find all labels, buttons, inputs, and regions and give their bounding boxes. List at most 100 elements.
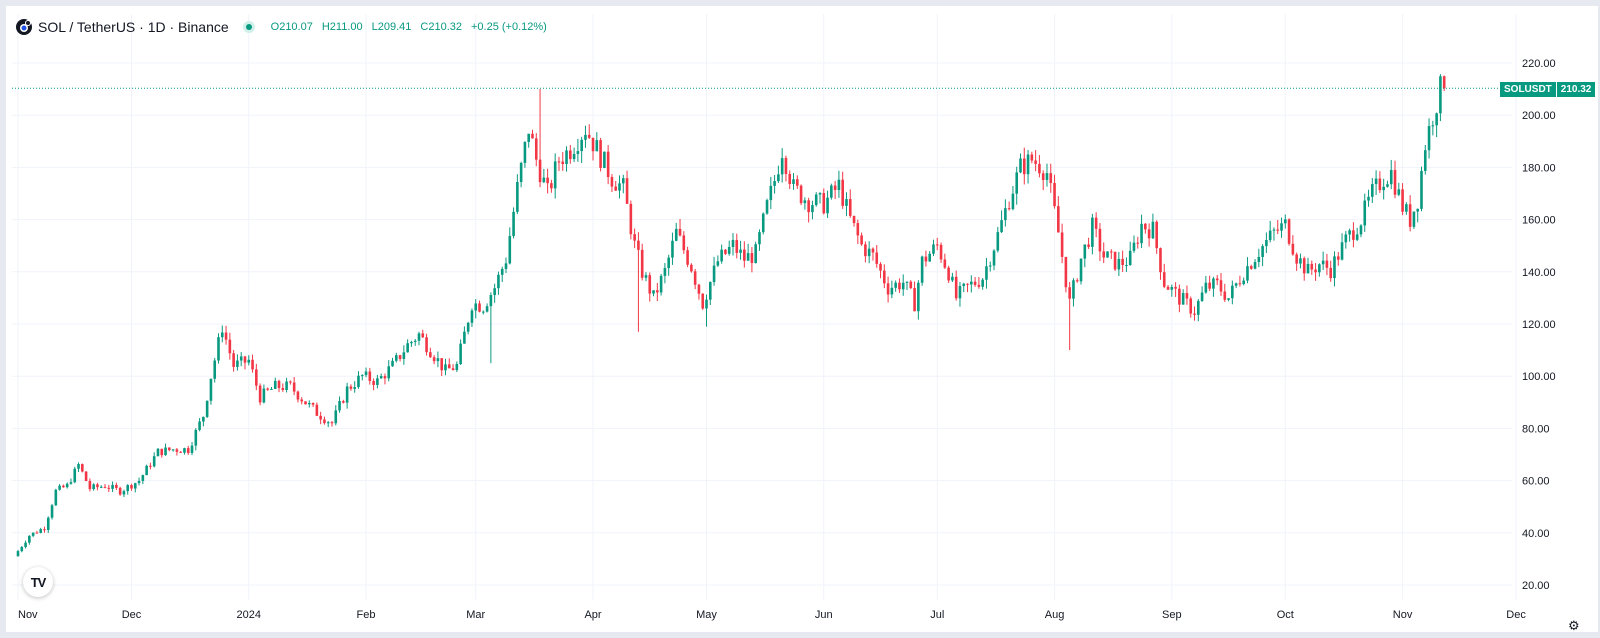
x-tick-label: 2024 [237, 609, 261, 621]
candle-body [50, 505, 54, 518]
candle-body [145, 465, 148, 476]
candle-body [217, 337, 220, 361]
market-status-icon[interactable] [242, 21, 255, 33]
candle-body [1083, 244, 1087, 259]
last-price-label: SOLUSDT 210.32 [1500, 82, 1596, 97]
candle-body [334, 410, 338, 424]
candle-body [58, 485, 61, 490]
candle-body [266, 388, 269, 390]
candle-body [16, 551, 20, 557]
candle-body [326, 422, 330, 424]
candle-body [383, 376, 387, 379]
y-tick-label: 40.00 [1522, 528, 1550, 540]
candle-body [130, 485, 133, 489]
candle-body [769, 185, 773, 201]
candle-body [372, 380, 375, 385]
candle-body [1374, 178, 1378, 185]
candle-body [765, 200, 769, 214]
candle-body [565, 150, 568, 165]
candle-body [992, 250, 996, 266]
candle-body [1295, 254, 1298, 264]
x-tick-label: Oct [1277, 609, 1294, 621]
candle-body [1117, 258, 1121, 270]
candle-body [1159, 248, 1162, 273]
candle-body [470, 310, 474, 323]
candle-body [1007, 208, 1011, 210]
candle-body [1053, 182, 1056, 207]
candle-body [576, 151, 580, 155]
candle-body [1344, 234, 1348, 243]
candle-body [667, 257, 670, 269]
candle-body [39, 529, 42, 533]
candle-body [251, 359, 254, 370]
candle-body [122, 491, 126, 495]
symbol-title[interactable]: SOL / TetherUS · 1D · Binance [38, 19, 229, 35]
candle-body [432, 357, 436, 362]
candle-body [656, 290, 659, 293]
candle-body [792, 179, 795, 185]
candle-body [803, 200, 807, 204]
candle-body [1336, 256, 1340, 260]
candle-body [1034, 160, 1037, 164]
candle-body [1321, 260, 1325, 265]
candle-body [311, 402, 315, 405]
candle-body [580, 139, 583, 152]
candle-body [360, 375, 364, 377]
candle-body [818, 193, 822, 195]
candle-body [1189, 298, 1193, 314]
candle-body [1212, 278, 1215, 289]
candle-body [1026, 154, 1030, 175]
candle-body [773, 181, 776, 186]
candle-body [417, 333, 421, 341]
candle-body [962, 283, 966, 287]
candle-body [1140, 223, 1143, 244]
candle-body [871, 248, 875, 253]
candle-body [682, 235, 686, 251]
candle-body [186, 448, 190, 453]
candle-body [879, 263, 882, 271]
candle-body [837, 179, 841, 191]
candle-body [901, 282, 905, 290]
candle-body [451, 368, 455, 371]
candle-body [848, 199, 852, 216]
x-tick-label: Jun [815, 609, 833, 621]
candle-body [1015, 172, 1019, 194]
candle-body [1060, 232, 1064, 257]
candle-body [1227, 298, 1230, 300]
candle-body [379, 376, 383, 379]
candle-body [1416, 208, 1420, 212]
candle-body [943, 259, 947, 268]
candle-body [46, 517, 50, 531]
candle-body [307, 402, 311, 405]
candle-body [610, 177, 614, 187]
candle-body [376, 378, 379, 385]
candle-body [1079, 258, 1083, 282]
candle-body [126, 485, 130, 492]
candle-body [1439, 76, 1442, 114]
candle-body [1382, 186, 1385, 191]
candle-body [795, 179, 799, 186]
candle-body [538, 159, 542, 183]
candle-body [531, 133, 534, 139]
candle-body [678, 228, 682, 236]
settings-gear-icon[interactable]: ⚙ [1568, 618, 1580, 633]
y-tick-label: 160.00 [1522, 215, 1556, 227]
candle-body [489, 295, 493, 307]
candlestick-chart[interactable]: 20.00 40.00 60.00 80.00 100.00 120.00 140.00 16… [6, 6, 1600, 638]
candle-body [947, 267, 950, 281]
candle-body [516, 181, 519, 212]
candle-body [1125, 264, 1128, 266]
candle-body [1193, 313, 1196, 315]
price-tag-value: 210.32 [1556, 82, 1596, 97]
price-tag-symbol: SOLUSDT [1500, 82, 1556, 97]
candle-body [292, 382, 296, 392]
candle-body [550, 183, 553, 189]
candle-body [951, 276, 954, 281]
tradingview-logo-icon[interactable]: TV [23, 567, 53, 597]
candle-body [584, 134, 587, 140]
candle-body [504, 263, 508, 269]
candle-body [1102, 251, 1106, 258]
candle-body [1068, 287, 1071, 299]
candle-body [168, 447, 171, 450]
candle-body [315, 404, 319, 416]
